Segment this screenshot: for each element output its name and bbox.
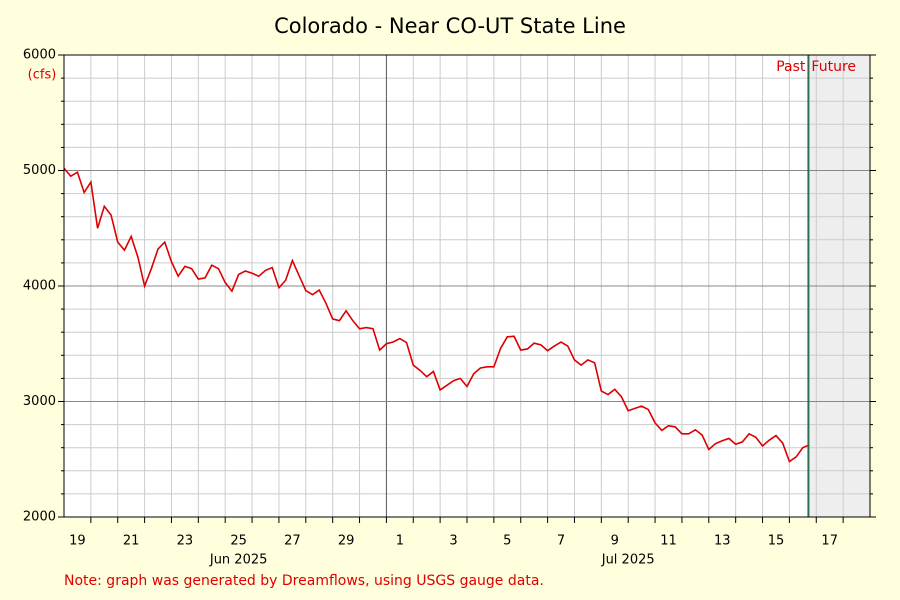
x-tick-label: 13 <box>714 534 731 549</box>
x-tick-label: 23 <box>177 534 194 549</box>
x-tick-label: 7 <box>557 534 565 549</box>
y-tick-label: 2000 <box>23 510 56 525</box>
x-tick-label: 9 <box>611 534 619 549</box>
note: Note: graph was generated by Dreamflows,… <box>64 573 544 589</box>
y-axis-label: (cfs) <box>28 68 57 83</box>
flow-line <box>63 167 810 463</box>
x-tick-label: 5 <box>503 534 511 549</box>
x-tick-label: 1 <box>396 534 404 549</box>
future-label: Future <box>811 59 856 75</box>
x-tick-label: 11 <box>660 534 677 549</box>
x-tick-label: 21 <box>123 534 140 549</box>
x-tick-label: 15 <box>768 534 785 549</box>
x-tick-label: 29 <box>338 534 355 549</box>
y-tick-label: 6000 <box>23 48 56 63</box>
month-label: Jul 2025 <box>601 553 655 568</box>
plot-border <box>63 54 871 518</box>
month-label: Jun 2025 <box>209 553 268 568</box>
y-tick-label: 3000 <box>23 394 56 409</box>
x-tick-label: 17 <box>821 534 838 549</box>
chart-title: Colorado - Near CO-UT State Line <box>274 14 626 38</box>
past-label: Past <box>776 59 806 75</box>
x-tick-label: 25 <box>230 534 247 549</box>
x-tick-label: 27 <box>284 534 301 549</box>
x-tick-label: 19 <box>69 534 86 549</box>
y-tick-label: 4000 <box>23 279 56 294</box>
x-tick-label: 3 <box>449 534 457 549</box>
y-tick-label: 5000 <box>23 163 56 178</box>
